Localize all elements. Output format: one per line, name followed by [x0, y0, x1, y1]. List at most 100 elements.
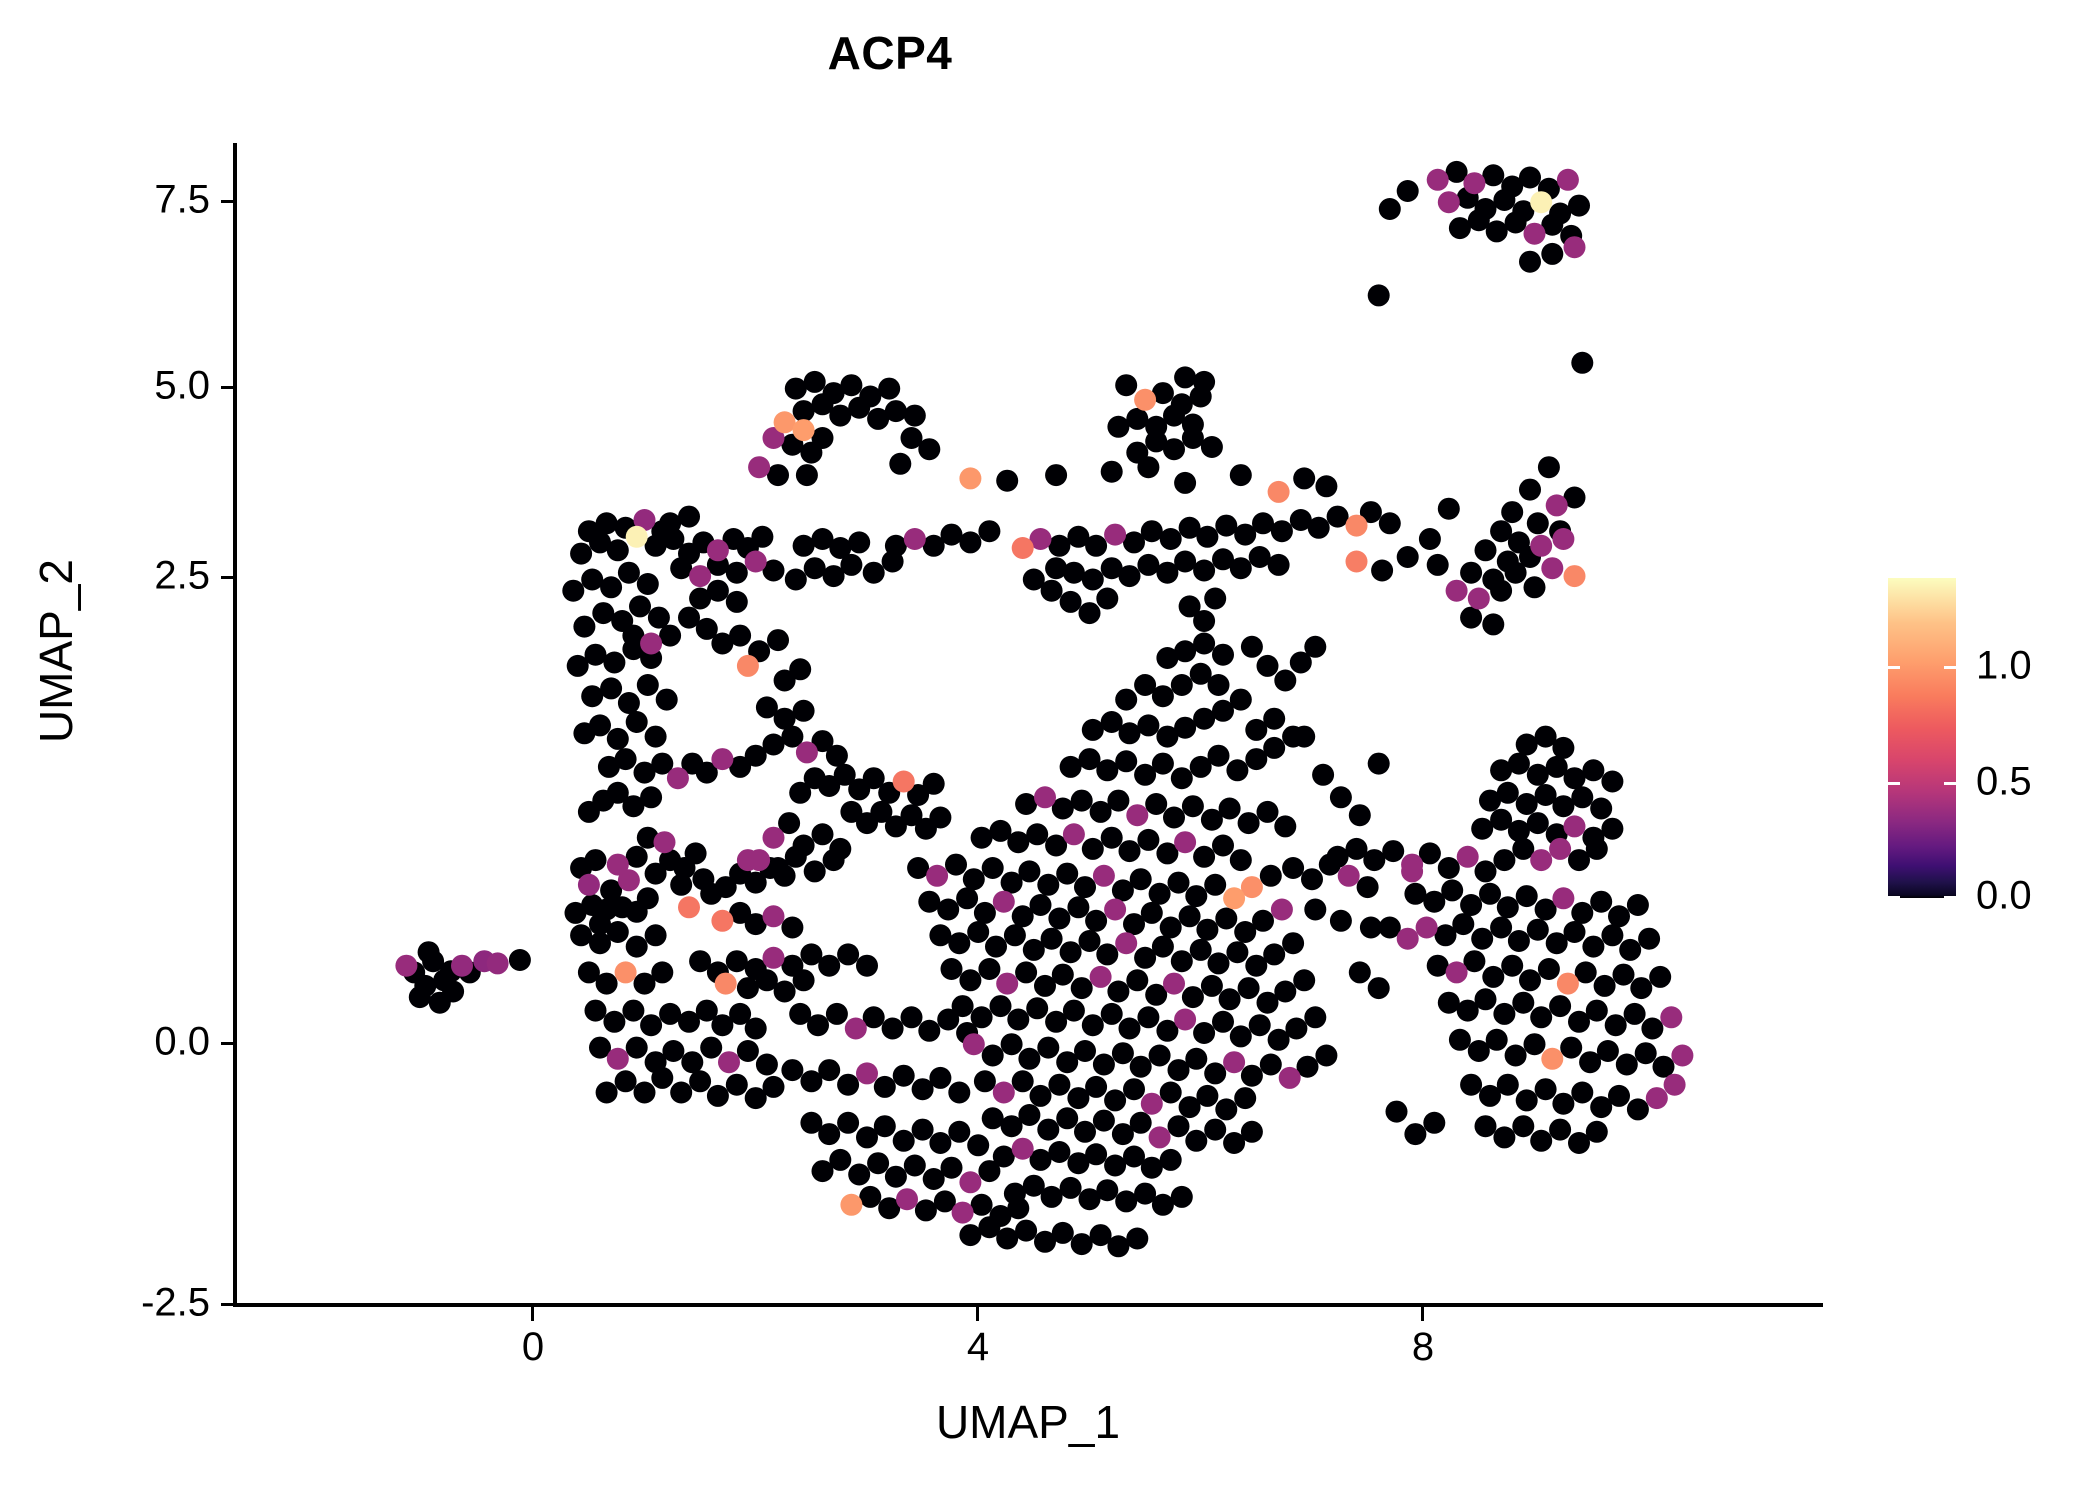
scatter-point	[1626, 1098, 1649, 1121]
scatter-point	[1437, 191, 1460, 214]
scatter-point	[784, 568, 807, 591]
scatter-point	[1167, 1059, 1190, 1082]
scatter-point	[1096, 943, 1119, 966]
scatter-point	[1062, 999, 1085, 1022]
scatter-point	[848, 1163, 871, 1186]
scatter-point	[606, 921, 629, 943]
scatter-point	[940, 958, 963, 980]
scatter-point	[1552, 528, 1575, 550]
y-tick-label-neg-2-5: -2.5	[141, 1280, 210, 1325]
scatter-point	[1181, 413, 1204, 436]
scatter-point	[1471, 927, 1494, 950]
scatter-point	[1193, 610, 1216, 632]
scatter-point	[1011, 905, 1034, 928]
scatter-point	[1118, 840, 1141, 863]
scatter-point	[633, 972, 656, 995]
scatter-point	[1256, 654, 1279, 677]
scatter-point	[1229, 688, 1252, 711]
scatter-point	[1519, 969, 1541, 992]
scatter-point	[577, 520, 600, 543]
y-axis-line	[233, 143, 237, 1306]
scatter-point	[1092, 1053, 1115, 1076]
scatter-point	[428, 991, 451, 1014]
scatter-point	[1493, 849, 1516, 872]
scatter-point	[907, 857, 930, 879]
scatter-point	[1181, 986, 1204, 1009]
scatter-point	[595, 512, 618, 535]
scatter-point	[1204, 587, 1227, 610]
scatter-point	[1170, 393, 1193, 416]
scatter-point	[811, 1160, 834, 1183]
scatter-point	[1530, 191, 1553, 214]
scatter-point	[792, 419, 815, 442]
scatter-point	[1100, 826, 1123, 849]
scatter-point	[678, 505, 700, 528]
scatter-point	[1067, 1152, 1090, 1175]
scatter-point	[1534, 784, 1557, 806]
scatter-point	[951, 995, 974, 1018]
scatter-point	[1118, 565, 1141, 588]
color-legend: 1.0 0.5 0.0	[1880, 560, 2090, 920]
scatter-point	[1045, 464, 1068, 487]
scatter-point	[1634, 1042, 1657, 1065]
scatter-point	[1011, 537, 1034, 559]
x-tick-mark-4	[976, 1307, 979, 1321]
scatter-point	[784, 845, 807, 868]
scatter-point	[1223, 1132, 1246, 1154]
scatter-point	[962, 868, 985, 891]
scatter-point	[755, 696, 778, 719]
scatter-point	[1185, 1047, 1208, 1070]
scatter-point	[918, 890, 941, 913]
scatter-point	[867, 1152, 890, 1175]
scatter-point	[1137, 553, 1160, 576]
scatter-point	[678, 896, 700, 919]
scatter-point	[1229, 849, 1252, 872]
scatter-point	[900, 804, 923, 827]
scatter-point	[748, 849, 771, 872]
x-tick-label-0: 0	[521, 1325, 545, 1369]
scatter-point	[1189, 938, 1212, 961]
scatter-point	[1170, 767, 1193, 790]
scatter-point	[829, 537, 852, 559]
scatter-point	[1212, 834, 1234, 857]
scatter-point	[1434, 924, 1457, 947]
scatter-point	[948, 1120, 971, 1143]
scatter-point	[762, 427, 785, 449]
scatter-point	[1156, 561, 1179, 584]
scatter-point	[795, 464, 818, 487]
scatter-point	[1070, 977, 1093, 1000]
scatter-point	[929, 1132, 952, 1154]
scatter-point	[1549, 837, 1572, 860]
scatter-point	[614, 748, 637, 771]
x-tick-label-4: 4	[966, 1325, 990, 1369]
scatter-point	[1526, 512, 1549, 535]
y-tick-mark-0-0	[221, 1042, 234, 1045]
scatter-point	[1223, 1051, 1246, 1074]
scatter-point	[900, 1006, 923, 1029]
scatter-point	[725, 590, 748, 613]
scatter-point	[1474, 1115, 1497, 1138]
scatter-point	[1256, 800, 1279, 823]
scatter-point	[1426, 553, 1449, 576]
y-tick-label-5-0: 5.0	[154, 363, 210, 408]
legend-tick-1-0-left	[1888, 666, 1900, 669]
scatter-point	[1526, 763, 1549, 786]
scatter-point	[1159, 916, 1182, 939]
y-tick-label-2-5: 2.5	[154, 553, 210, 598]
scatter-point	[1107, 789, 1130, 812]
scatter-point	[1512, 837, 1535, 860]
scatter-point	[1051, 1221, 1074, 1244]
scatter-point	[1089, 800, 1112, 823]
scatter-point	[1515, 733, 1538, 756]
scatter-point	[762, 946, 785, 969]
scatter-point	[825, 1002, 848, 1025]
scatter-point	[1107, 415, 1130, 438]
scatter-point	[1382, 840, 1405, 863]
scatter-point	[1085, 1143, 1108, 1166]
scatter-point	[1048, 1141, 1071, 1163]
scatter-point	[1571, 1081, 1594, 1104]
scatter-point	[744, 744, 767, 767]
scatter-point	[811, 730, 834, 753]
scatter-point	[829, 1148, 852, 1171]
scatter-point	[1029, 1148, 1052, 1171]
